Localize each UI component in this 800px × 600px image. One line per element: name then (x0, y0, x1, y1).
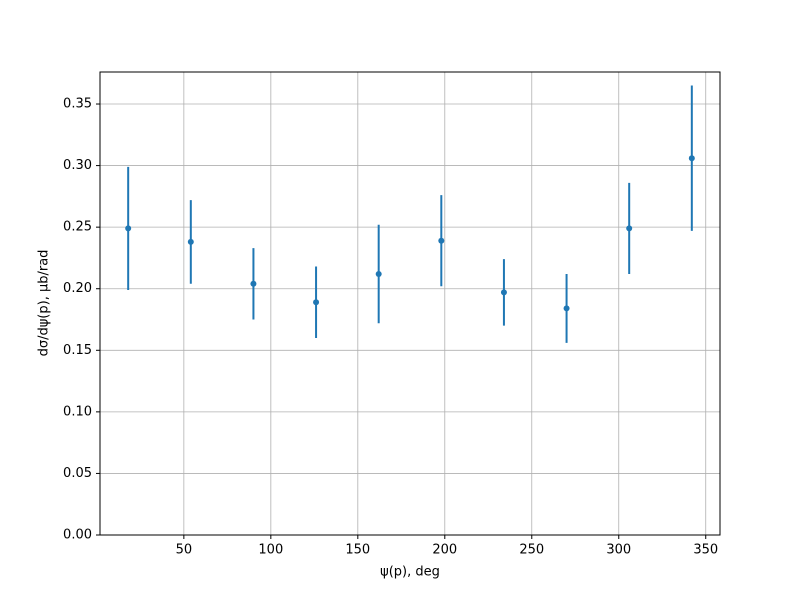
x-tick-label: 150 (345, 543, 370, 558)
y-tick-label: 0.30 (63, 158, 92, 173)
data-point (688, 155, 695, 162)
data-point (626, 225, 633, 232)
data-point (125, 225, 132, 232)
data-point (500, 289, 507, 296)
x-tick-label: 200 (432, 543, 457, 558)
y-tick-label: 0.00 (63, 528, 92, 543)
data-point (187, 238, 194, 245)
y-tick-label: 0.10 (63, 404, 92, 419)
y-tick-label: 0.25 (63, 220, 92, 235)
x-tick-label: 50 (176, 543, 193, 558)
y-tick-label: 0.15 (63, 343, 92, 358)
x-axis-label: ψ(p), deg (380, 565, 440, 580)
y-tick-label: 0.05 (63, 466, 92, 481)
plot-frame (99, 71, 721, 536)
y-axis-label: dσ/dψ(p), μb/rad (37, 250, 52, 357)
data-point (313, 299, 320, 306)
x-tick-label: 250 (519, 543, 544, 558)
x-tick-label: 100 (258, 543, 283, 558)
data-point (375, 270, 382, 277)
x-tick-label: 300 (606, 543, 631, 558)
data-point (438, 237, 445, 244)
y-tick-label: 0.20 (63, 281, 92, 296)
y-tick-label: 0.35 (63, 97, 92, 112)
x-tick-label: 350 (693, 543, 718, 558)
data-point (250, 280, 257, 287)
data-point (563, 305, 570, 312)
